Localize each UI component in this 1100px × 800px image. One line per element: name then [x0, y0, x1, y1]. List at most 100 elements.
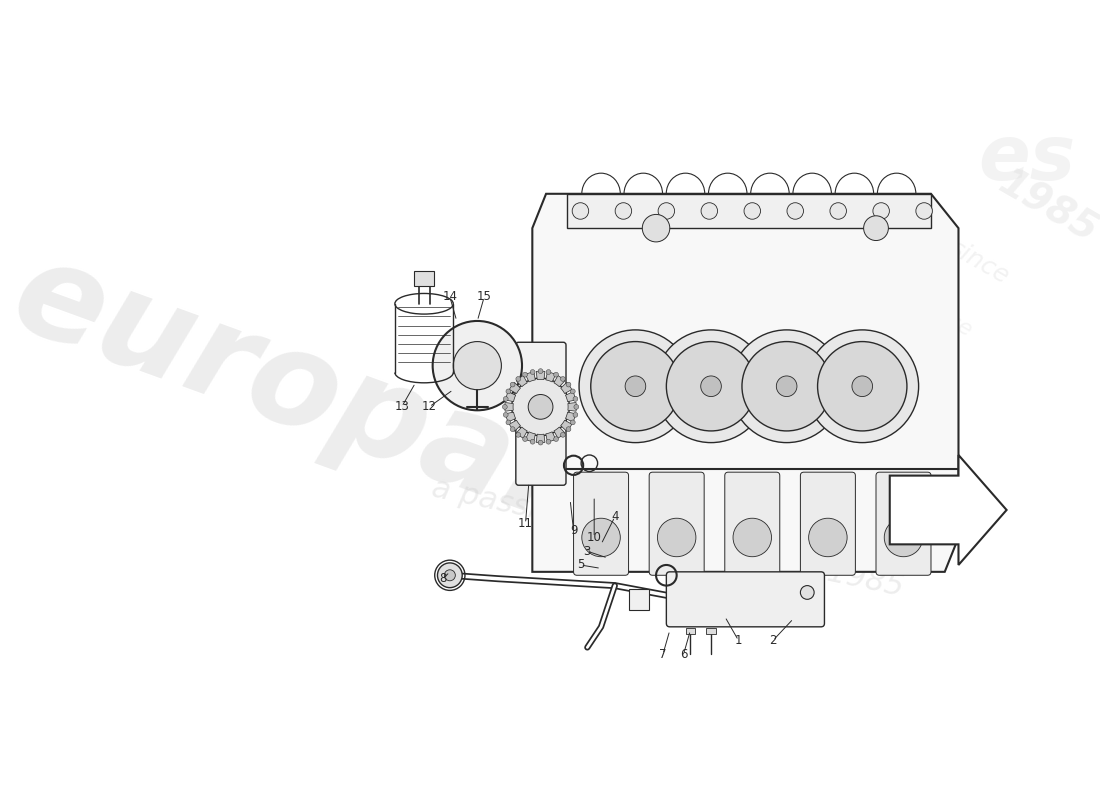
Circle shape — [701, 376, 722, 397]
Circle shape — [506, 389, 510, 394]
Circle shape — [806, 330, 918, 442]
Polygon shape — [532, 194, 958, 572]
Circle shape — [851, 376, 872, 397]
Circle shape — [561, 377, 565, 382]
Wedge shape — [526, 432, 536, 442]
Text: 12: 12 — [421, 400, 437, 414]
FancyBboxPatch shape — [573, 472, 628, 575]
FancyBboxPatch shape — [801, 472, 856, 575]
Text: 4: 4 — [612, 510, 618, 523]
Circle shape — [591, 342, 680, 431]
Text: 11: 11 — [518, 518, 532, 530]
Circle shape — [582, 518, 620, 557]
Circle shape — [566, 426, 571, 431]
Circle shape — [572, 202, 588, 219]
Circle shape — [530, 370, 535, 374]
Circle shape — [553, 437, 559, 442]
Circle shape — [538, 369, 543, 374]
Wedge shape — [526, 372, 536, 382]
Circle shape — [884, 518, 923, 557]
Circle shape — [573, 397, 578, 402]
Circle shape — [615, 202, 631, 219]
Circle shape — [744, 202, 760, 219]
FancyBboxPatch shape — [415, 270, 433, 286]
Text: 7: 7 — [659, 648, 667, 661]
Circle shape — [538, 440, 543, 445]
Circle shape — [453, 342, 502, 390]
Wedge shape — [536, 371, 544, 379]
Wedge shape — [505, 402, 514, 411]
Circle shape — [566, 382, 571, 387]
Circle shape — [528, 394, 553, 419]
Circle shape — [571, 420, 575, 425]
Circle shape — [504, 413, 508, 418]
Circle shape — [510, 382, 515, 387]
Circle shape — [574, 405, 579, 410]
Circle shape — [516, 377, 520, 382]
Circle shape — [510, 426, 515, 431]
Circle shape — [546, 439, 551, 444]
Text: 6: 6 — [680, 648, 688, 661]
Wedge shape — [554, 376, 565, 386]
Text: 2: 2 — [769, 634, 777, 647]
Circle shape — [730, 330, 843, 442]
Wedge shape — [516, 376, 527, 386]
FancyBboxPatch shape — [649, 472, 704, 575]
Wedge shape — [565, 412, 575, 422]
Circle shape — [873, 202, 890, 219]
Wedge shape — [554, 427, 565, 438]
Text: es: es — [979, 122, 1076, 197]
Circle shape — [864, 216, 889, 241]
Circle shape — [571, 389, 575, 394]
Wedge shape — [568, 402, 576, 411]
Text: office: office — [913, 294, 977, 342]
Circle shape — [777, 376, 797, 397]
Text: 1985: 1985 — [991, 164, 1100, 251]
Circle shape — [503, 405, 507, 410]
FancyBboxPatch shape — [725, 472, 780, 575]
Text: 10: 10 — [586, 531, 602, 544]
Wedge shape — [509, 382, 520, 394]
Text: 5: 5 — [576, 558, 584, 571]
Circle shape — [817, 342, 906, 431]
Circle shape — [516, 433, 520, 438]
Circle shape — [658, 202, 674, 219]
Wedge shape — [561, 420, 572, 431]
Text: 13: 13 — [394, 400, 409, 414]
Wedge shape — [516, 427, 527, 438]
Circle shape — [742, 342, 832, 431]
FancyBboxPatch shape — [667, 572, 824, 627]
Circle shape — [579, 330, 692, 442]
Wedge shape — [536, 434, 544, 442]
Circle shape — [438, 563, 462, 588]
Circle shape — [573, 413, 578, 418]
Circle shape — [546, 370, 551, 374]
Text: 9: 9 — [570, 524, 578, 537]
Polygon shape — [890, 455, 1007, 565]
Circle shape — [733, 518, 771, 557]
Text: 14: 14 — [442, 290, 458, 303]
Circle shape — [916, 202, 933, 219]
Circle shape — [504, 397, 508, 402]
FancyBboxPatch shape — [516, 342, 566, 486]
Polygon shape — [628, 589, 649, 610]
Text: 1: 1 — [735, 634, 743, 647]
FancyBboxPatch shape — [685, 627, 695, 634]
Wedge shape — [561, 382, 572, 394]
Circle shape — [667, 342, 756, 431]
Wedge shape — [565, 392, 575, 402]
Wedge shape — [509, 420, 520, 431]
Text: 8: 8 — [439, 572, 447, 586]
Wedge shape — [546, 372, 556, 382]
FancyBboxPatch shape — [706, 627, 716, 634]
Text: 15: 15 — [476, 290, 492, 303]
FancyBboxPatch shape — [876, 472, 931, 575]
Circle shape — [530, 439, 535, 444]
Circle shape — [808, 518, 847, 557]
Wedge shape — [546, 432, 556, 442]
Circle shape — [701, 202, 717, 219]
Circle shape — [432, 321, 522, 410]
Text: 3: 3 — [584, 545, 591, 558]
Circle shape — [522, 437, 528, 442]
Circle shape — [561, 433, 565, 438]
